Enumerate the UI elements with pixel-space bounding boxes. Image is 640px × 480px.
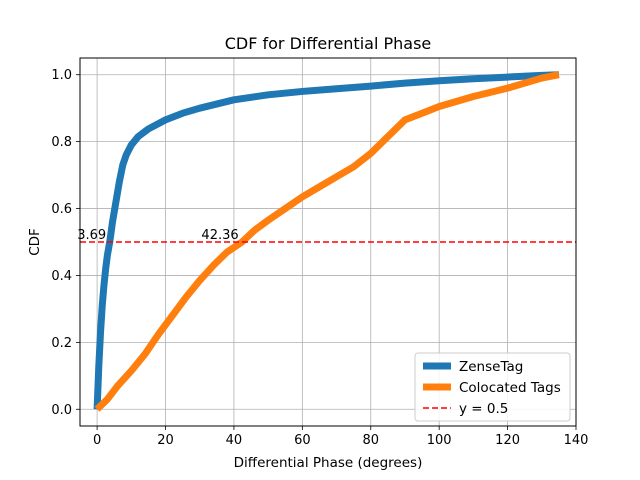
x-tick-label: 40 — [226, 433, 243, 448]
y-tick-label: 0.6 — [51, 202, 72, 217]
series-line-1 — [94, 71, 560, 412]
annotation-label: 42.36 — [201, 228, 238, 243]
y-tick-label: 0.0 — [51, 403, 72, 418]
annotation-label: 3.69 — [77, 228, 106, 243]
legend: ZenseTag Colocated Tags y = 0.5 — [414, 352, 571, 422]
legend-box — [414, 352, 571, 422]
series-layer — [80, 71, 576, 412]
annotations: 3.69 42.36 — [77, 228, 238, 243]
x-tick-label: 0 — [93, 433, 101, 448]
series-line-0 — [93, 71, 560, 410]
plot-frame — [79, 57, 577, 427]
legend-label: ZenseTag — [459, 359, 523, 375]
x-tick-label: 100 — [427, 433, 452, 448]
y-tick-label: 1.0 — [51, 68, 72, 83]
x-tick-label: 60 — [294, 433, 311, 448]
y-tick-label: 0.2 — [51, 336, 72, 351]
y-tick-label: 0.8 — [51, 135, 72, 150]
x-tick-label: 20 — [157, 433, 174, 448]
chart-title: CDF for Differential Phase — [225, 34, 432, 53]
x-tick-label: 120 — [495, 433, 520, 448]
legend-label: y = 0.5 — [459, 401, 508, 417]
x-axis-label: Differential Phase (degrees) — [234, 455, 423, 471]
ticks: 0 20 40 60 80 100 120 140 0.0 0.2 0.4 0.6 0.8 1.0 — [51, 68, 588, 448]
legend-label: Colocated Tags — [459, 380, 561, 396]
y-tick-label: 0.4 — [51, 269, 72, 284]
x-tick-label: 80 — [362, 433, 379, 448]
x-tick-label: 140 — [564, 433, 589, 448]
y-axis-label: CDF — [27, 228, 43, 256]
